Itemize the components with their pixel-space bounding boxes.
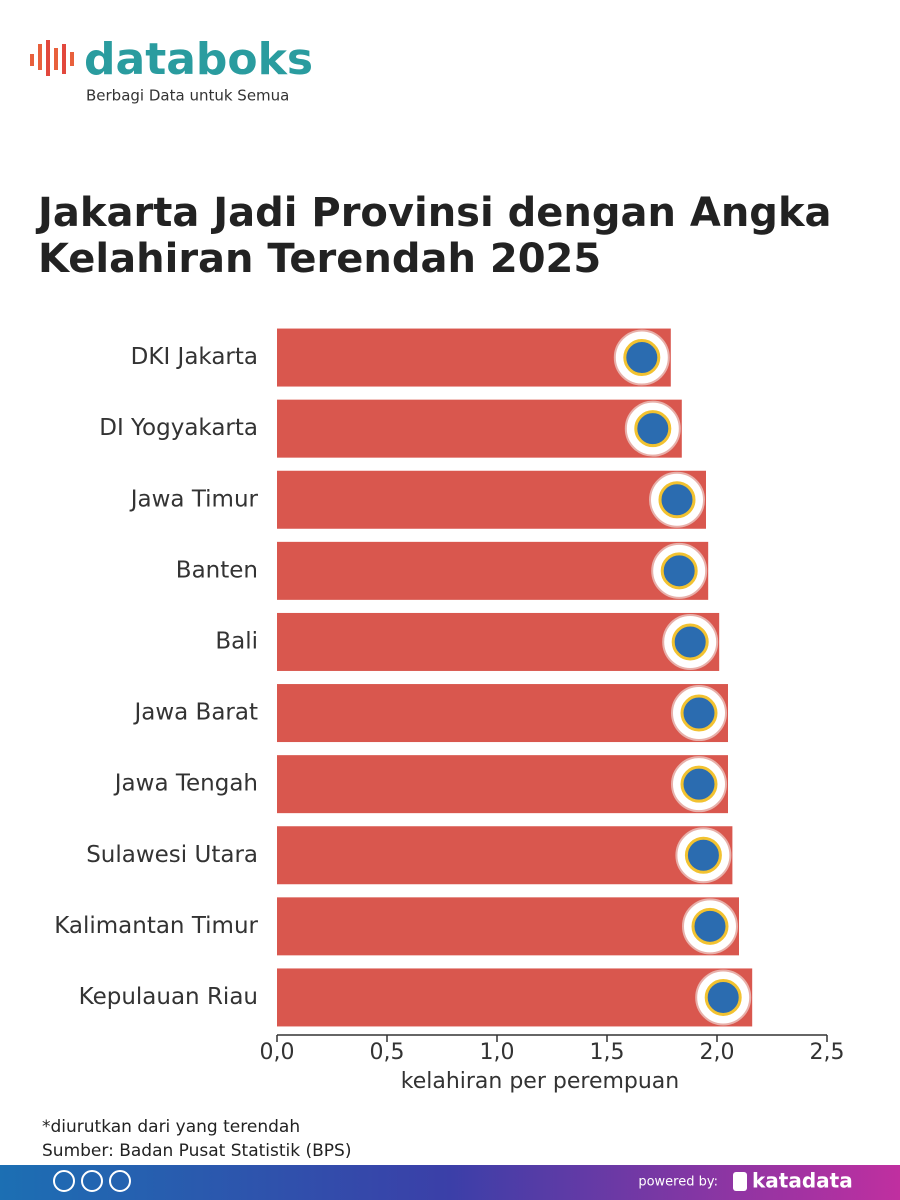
category-label: DI Yogyakarta	[99, 415, 258, 441]
emblem-inner	[680, 765, 718, 803]
bar	[277, 897, 739, 956]
bar	[277, 541, 709, 600]
tagline: Berbagi Data untuk Semua	[86, 87, 289, 105]
emblem-inner	[704, 978, 742, 1016]
category-label: DKI Jakarta	[131, 344, 258, 370]
footer-logo	[733, 1172, 747, 1191]
footer-bar	[0, 1165, 900, 1200]
bar	[277, 470, 706, 529]
bar	[277, 826, 733, 885]
x-tick-label: 0,5	[370, 1040, 405, 1065]
category-label: Jawa Timur	[129, 486, 259, 512]
chart-title: Jakarta Jadi Provinsi dengan Angka Kelah…	[38, 190, 832, 282]
x-tick-label: 2,0	[700, 1040, 735, 1065]
emblem-inner	[691, 907, 729, 945]
logo-icon	[30, 40, 74, 76]
x-tick-label: 1,5	[590, 1040, 625, 1065]
emblem-inner	[660, 552, 698, 590]
powered-by: powered by:	[638, 1175, 718, 1190]
emblem-inner	[671, 623, 709, 661]
bar	[277, 684, 728, 743]
category-label: Kepulauan Riau	[79, 984, 258, 1010]
source: Sumber: Badan Pusat Statistik (BPS)	[42, 1141, 351, 1161]
category-label: Kalimantan Timur	[54, 913, 258, 939]
license-icons	[53, 1170, 131, 1192]
brand: databoks	[84, 34, 313, 85]
emblem-inner	[623, 339, 661, 377]
x-tick-label: 0,0	[260, 1040, 295, 1065]
category-label: Banten	[176, 557, 258, 583]
emblem-inner	[634, 410, 672, 448]
bar	[277, 612, 720, 671]
category-label: Sulawesi Utara	[86, 842, 258, 868]
footnote: *diurutkan dari yang terendah	[42, 1117, 300, 1137]
emblem-inner	[680, 694, 718, 732]
bar	[277, 399, 682, 458]
footer-brand: katadata	[752, 1169, 853, 1193]
emblem-inner	[684, 836, 722, 874]
emblem-inner	[658, 481, 696, 519]
bar	[277, 328, 671, 387]
category-label: Jawa Barat	[132, 700, 258, 726]
bar	[277, 968, 753, 1027]
x-tick-label: 1,0	[480, 1040, 515, 1065]
category-label: Jawa Tengah	[113, 771, 258, 797]
x-tick-label: 2,5	[810, 1040, 845, 1065]
x-axis-label: kelahiran per perempuan	[401, 1069, 680, 1094]
category-label: Bali	[215, 628, 258, 654]
bar	[277, 755, 728, 814]
